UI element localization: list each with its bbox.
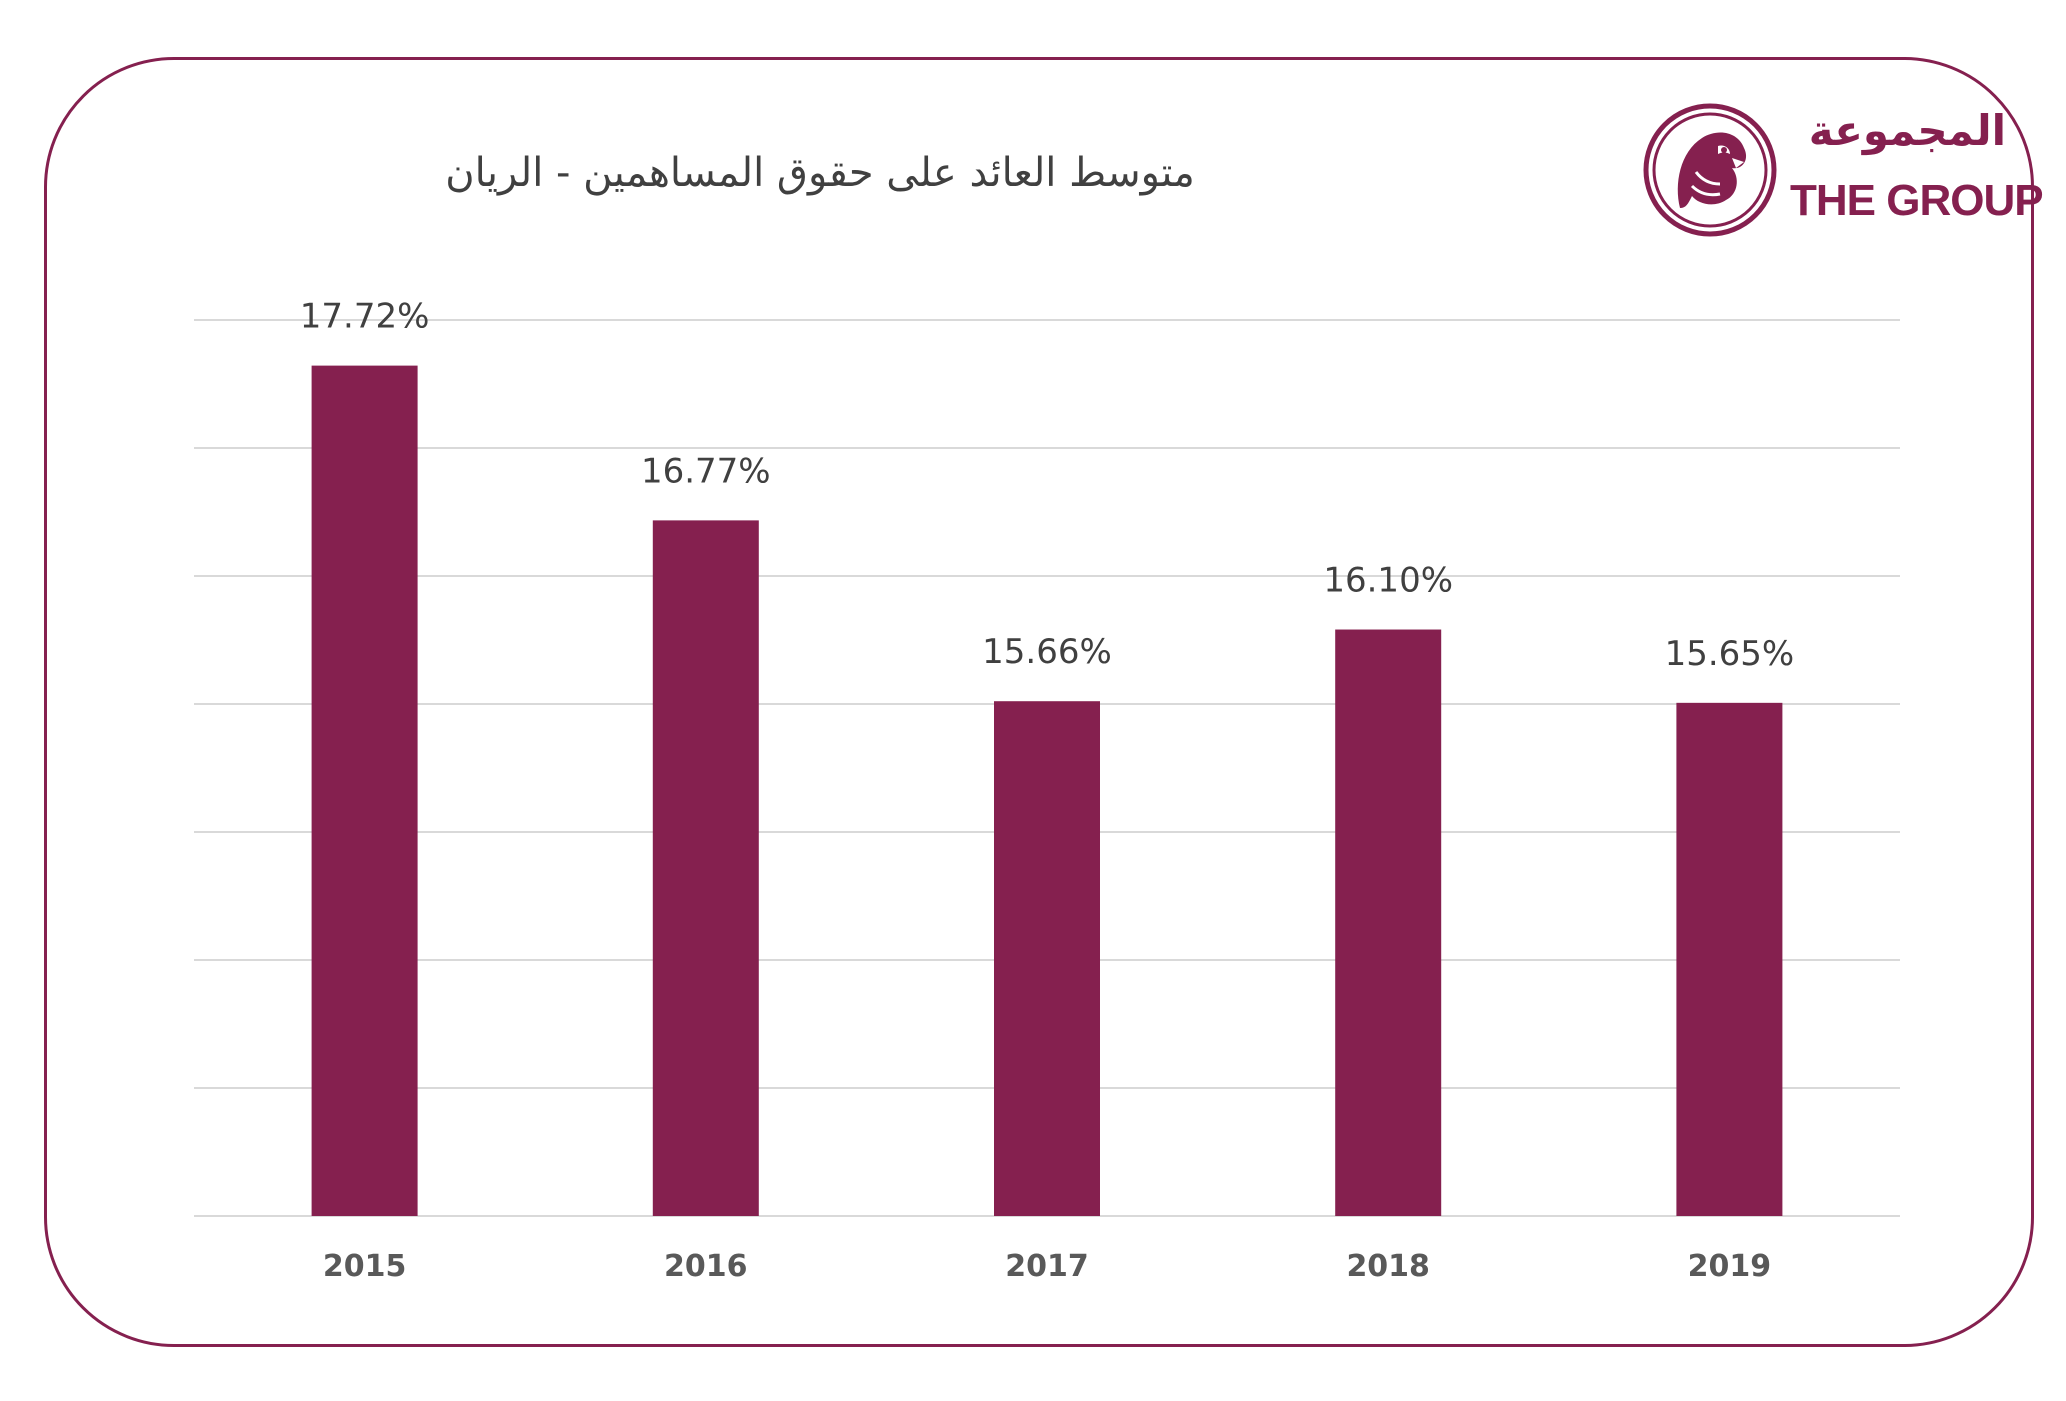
value-label-2018: 16.10% [1323, 561, 1453, 601]
company-logo: المجموعة THE GROUP [1640, 100, 2044, 240]
x-tick-label-2019: 2019 [1688, 1249, 1772, 1284]
chart-title: متوسط العائد على حقوق المساهمين - الريان [445, 150, 1195, 196]
bar-2018 [1335, 629, 1442, 1216]
chart-frame [44, 57, 2034, 1347]
x-tick-label-2018: 2018 [1346, 1249, 1430, 1284]
value-label-2017: 15.66% [982, 632, 1112, 672]
logo-arabic-text: المجموعة [1808, 106, 2006, 155]
x-tick-label-2017: 2017 [1005, 1249, 1089, 1284]
value-label-2016: 16.77% [641, 451, 771, 491]
bars [311, 365, 1783, 1217]
bar-2016 [652, 520, 759, 1216]
bar-2015 [311, 365, 418, 1217]
logo-english-text: THE GROUP [1790, 176, 2044, 225]
value-labels: 17.72% 16.77% 15.66% 16.10% 15.65% [300, 297, 1794, 674]
x-axis-labels: 2015 2016 2017 2018 2019 [323, 1249, 1771, 1284]
bar-2017 [994, 701, 1100, 1216]
x-tick-label-2015: 2015 [323, 1249, 407, 1284]
value-label-2019: 15.65% [1665, 634, 1795, 674]
x-tick-label-2016: 2016 [664, 1249, 748, 1284]
falcon-emblem-icon [1643, 103, 1777, 237]
bar-2019 [1676, 702, 1783, 1216]
value-label-2015: 17.72% [300, 297, 430, 337]
